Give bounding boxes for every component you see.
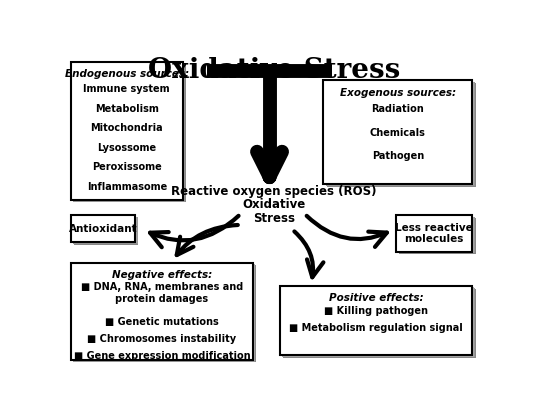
FancyBboxPatch shape — [72, 216, 136, 243]
FancyBboxPatch shape — [72, 62, 184, 200]
Text: Peroxissome: Peroxissome — [92, 162, 162, 172]
FancyBboxPatch shape — [281, 287, 474, 357]
FancyBboxPatch shape — [74, 64, 186, 202]
Text: ■ Genetic mutations: ■ Genetic mutations — [105, 317, 219, 327]
Text: Stress: Stress — [253, 212, 295, 225]
FancyBboxPatch shape — [73, 264, 255, 362]
FancyBboxPatch shape — [324, 80, 473, 184]
Text: Inflammasome: Inflammasome — [87, 182, 167, 191]
Text: Pathogen: Pathogen — [372, 151, 424, 161]
FancyBboxPatch shape — [397, 217, 474, 253]
Text: ■ Chromosomes instability: ■ Chromosomes instability — [88, 334, 237, 344]
Text: Oxidative: Oxidative — [242, 198, 305, 211]
FancyBboxPatch shape — [71, 62, 183, 200]
FancyBboxPatch shape — [282, 288, 475, 357]
Text: Less reactive
molecules: Less reactive molecules — [395, 223, 473, 244]
FancyBboxPatch shape — [326, 82, 475, 186]
FancyBboxPatch shape — [73, 264, 255, 361]
FancyBboxPatch shape — [74, 265, 256, 362]
FancyBboxPatch shape — [281, 287, 473, 356]
FancyBboxPatch shape — [283, 289, 476, 358]
FancyBboxPatch shape — [73, 63, 185, 202]
FancyBboxPatch shape — [398, 217, 475, 253]
FancyBboxPatch shape — [71, 215, 135, 242]
FancyBboxPatch shape — [74, 218, 138, 245]
Text: Metabolism: Metabolism — [95, 104, 159, 113]
Text: Radiation: Radiation — [372, 104, 424, 114]
Text: Endogenous sources:: Endogenous sources: — [65, 69, 189, 80]
Text: Negative effects:: Negative effects: — [112, 270, 212, 279]
Text: ■ DNA, RNA, membranes and
protein damages: ■ DNA, RNA, membranes and protein damage… — [81, 282, 243, 304]
Text: ■ Metabolism regulation signal: ■ Metabolism regulation signal — [289, 323, 463, 333]
FancyBboxPatch shape — [280, 286, 473, 355]
FancyBboxPatch shape — [399, 218, 476, 254]
FancyBboxPatch shape — [73, 217, 137, 244]
FancyBboxPatch shape — [324, 81, 473, 185]
Text: ■ Gene expression modification: ■ Gene expression modification — [74, 351, 250, 361]
Text: Oxidative Stress: Oxidative Stress — [147, 57, 400, 84]
Text: Reactive oxygen species (ROS): Reactive oxygen species (ROS) — [171, 185, 376, 198]
FancyBboxPatch shape — [71, 263, 253, 360]
Text: Exogenous sources:: Exogenous sources: — [340, 88, 456, 98]
FancyBboxPatch shape — [73, 63, 184, 201]
FancyBboxPatch shape — [396, 215, 473, 252]
Text: Antioxidant: Antioxidant — [69, 224, 137, 234]
FancyBboxPatch shape — [327, 83, 476, 186]
Text: Mitochondria: Mitochondria — [90, 123, 163, 133]
Text: Lysossome: Lysossome — [97, 142, 156, 153]
Text: ■ Killing pathogen: ■ Killing pathogen — [324, 306, 428, 316]
Text: Immune system: Immune system — [83, 84, 170, 94]
FancyBboxPatch shape — [72, 263, 254, 361]
Text: Chemicals: Chemicals — [370, 127, 426, 137]
Text: Positive effects:: Positive effects: — [329, 293, 423, 303]
FancyBboxPatch shape — [397, 216, 473, 252]
FancyBboxPatch shape — [325, 82, 474, 185]
FancyBboxPatch shape — [73, 217, 138, 244]
